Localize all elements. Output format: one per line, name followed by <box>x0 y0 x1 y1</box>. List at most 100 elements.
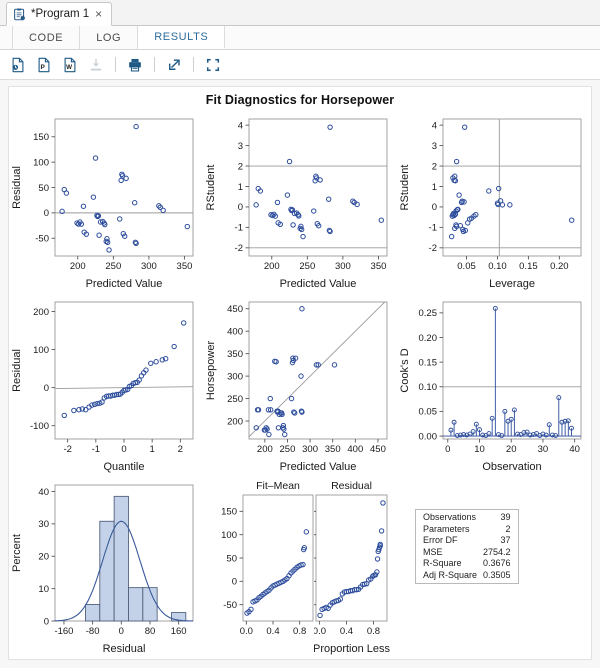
svg-text:0.4: 0.4 <box>266 626 279 637</box>
stat-value: 39 <box>500 512 511 522</box>
qq-plot-residual-svg: -2 -1 0 1 2 -100 0 100 200 Quantile Residual <box>11 301 194 473</box>
document-tab-strip: *Program 1 × <box>0 0 600 26</box>
svg-text:10: 10 <box>38 584 49 595</box>
panel-residual-vs-predicted: 200 250 300 350 -50 0 50 100 150 Predicted Value R… <box>9 109 203 292</box>
svg-text:300: 300 <box>227 371 243 382</box>
svg-text:Residual: Residual <box>11 166 23 209</box>
svg-text:Cook's D: Cook's D <box>399 348 411 392</box>
svg-text:0: 0 <box>121 444 126 455</box>
svg-text:2: 2 <box>432 161 437 172</box>
svg-text:160: 160 <box>171 626 187 637</box>
svg-text:Percent: Percent <box>11 534 23 572</box>
svg-text:0: 0 <box>44 616 49 627</box>
view-tabs: CODE LOG RESULTS <box>0 26 600 50</box>
residual-pplot-svg: Residual0.00.40.8-50050100150Proportion … <box>314 480 391 655</box>
svg-text:Predicted Value: Predicted Value <box>280 278 357 290</box>
svg-text:Predicted Value: Predicted Value <box>280 461 357 473</box>
svg-text:400: 400 <box>347 444 363 455</box>
fit-diagnostics-panel: Fit Diagnostics for Horsepower 200 250 300… <box>8 86 592 660</box>
document-tab-program-1[interactable]: *Program 1 × <box>6 2 113 26</box>
panel-statistics: Observations 39 Parameters 2 Error DF 37 MSE 27… <box>397 475 591 657</box>
stat-label: MSE <box>423 546 443 557</box>
stat-row: R-Square 0.3676 <box>420 558 514 570</box>
svg-text:Residual: Residual <box>103 643 146 655</box>
svg-text:0: 0 <box>232 577 237 588</box>
svg-text:-2: -2 <box>429 243 437 254</box>
svg-text:200: 200 <box>257 444 273 455</box>
svg-text:-80: -80 <box>86 626 100 637</box>
document-tab-title: *Program 1 <box>31 8 90 20</box>
svg-text:Fit–Mean: Fit–Mean <box>256 480 300 492</box>
stat-label: Error DF <box>423 535 458 545</box>
svg-text:-100: -100 <box>30 421 49 432</box>
fit-statistics-body: Observations 39 Parameters 2 Error DF 37 MSE 27… <box>420 512 514 581</box>
close-icon[interactable]: × <box>95 7 103 21</box>
svg-text:350: 350 <box>177 261 193 272</box>
svg-text:-1: -1 <box>92 444 100 455</box>
svg-text:3: 3 <box>432 141 437 152</box>
stat-row: Observations 39 <box>420 512 514 524</box>
stat-label: Parameters <box>423 523 470 534</box>
stat-value: 0.3505 <box>483 569 511 580</box>
svg-text:150: 150 <box>221 507 237 518</box>
svg-text:350: 350 <box>325 444 341 455</box>
svg-text:80: 80 <box>145 626 156 637</box>
svg-text:0: 0 <box>432 202 437 213</box>
open-new-window-icon[interactable] <box>162 53 186 77</box>
open-rtf-icon[interactable]: W <box>58 53 82 77</box>
svg-text:200: 200 <box>227 416 243 427</box>
open-html-icon[interactable] <box>6 53 30 77</box>
rstudent-vs-leverage-svg: 0.05 0.10 0.15 0.20 -2 -1 0 1 2 3 4 Leverage RStuden… <box>399 118 582 290</box>
svg-text:0.8: 0.8 <box>367 626 380 637</box>
open-pdf-icon[interactable]: P <box>32 53 56 77</box>
svg-text:0.4: 0.4 <box>340 626 353 637</box>
svg-text:0.05: 0.05 <box>419 407 438 418</box>
download-icon[interactable] <box>84 53 108 77</box>
svg-text:300: 300 <box>302 444 318 455</box>
stat-row: Parameters 2 <box>420 524 514 536</box>
tab-log-label: LOG <box>96 31 122 44</box>
svg-text:0.15: 0.15 <box>519 261 538 272</box>
stat-row: Error DF 37 <box>420 535 514 547</box>
svg-text:0: 0 <box>44 208 49 219</box>
panel-rstudent-vs-predicted: 200 250 300 350 -2 -1 0 1 2 3 4 Predicted Value RStu… <box>203 109 397 292</box>
svg-text:0: 0 <box>119 626 124 637</box>
sas-program-icon <box>13 7 26 21</box>
fit-statistics-box: Observations 39 Parameters 2 Error DF 37 MSE 27… <box>415 509 519 584</box>
tab-code[interactable]: CODE <box>12 26 81 49</box>
svg-text:RStudent: RStudent <box>399 165 411 211</box>
svg-text:4: 4 <box>432 120 437 131</box>
svg-text:450: 450 <box>227 304 243 315</box>
stat-label: R-Square <box>423 558 462 568</box>
svg-text:200: 200 <box>33 307 49 318</box>
tab-results-label: RESULTS <box>154 30 209 43</box>
maximize-view-icon[interactable] <box>201 53 225 77</box>
svg-text:1: 1 <box>432 182 437 193</box>
svg-text:100: 100 <box>33 157 49 168</box>
svg-text:-2: -2 <box>235 243 243 254</box>
svg-text:2: 2 <box>238 161 243 172</box>
tab-log[interactable]: LOG <box>80 26 139 49</box>
panel-qq-plot: -2 -1 0 1 2 -100 0 100 200 Quantile Residual <box>9 292 203 475</box>
svg-text:0.20: 0.20 <box>550 261 569 272</box>
svg-text:20: 20 <box>38 552 49 563</box>
svg-text:Leverage: Leverage <box>489 278 535 290</box>
fit-mean-svg: Fit–Mean 0.0 0.4 0.8 -50 0 50 100 150 <box>221 480 314 637</box>
cooks-d-svg: 0 10 20 30 40 0.00 0.05 0.10 0.15 0.20 0.25 Observa… <box>399 301 582 473</box>
svg-text:200: 200 <box>70 261 86 272</box>
svg-text:300: 300 <box>335 261 351 272</box>
tab-code-label: CODE <box>29 31 64 44</box>
svg-text:0.20: 0.20 <box>419 333 438 344</box>
stat-value: 0.3676 <box>483 558 511 568</box>
toolbar-separator <box>193 57 194 72</box>
svg-text:30: 30 <box>38 519 49 530</box>
svg-text:40: 40 <box>38 487 49 498</box>
results-output-pane[interactable]: Fit Diagnostics for Horsepower 200 250 300… <box>0 80 600 668</box>
svg-text:Observation: Observation <box>482 461 541 473</box>
svg-text:350: 350 <box>227 349 243 360</box>
svg-text:-160: -160 <box>54 626 73 637</box>
tab-results[interactable]: RESULTS <box>138 26 226 49</box>
svg-text:-1: -1 <box>429 223 437 234</box>
print-icon[interactable] <box>123 53 147 77</box>
